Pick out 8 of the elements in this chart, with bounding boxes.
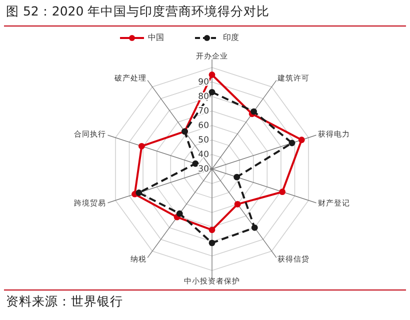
- legend-label: 中国: [148, 33, 164, 42]
- tick: 60: [198, 120, 209, 131]
- tick: 70: [198, 106, 209, 116]
- tick: 30: [198, 164, 209, 174]
- annotation: 资料来源：世界银行: [6, 293, 123, 308]
- title: 图 52：2020 年中国与印度营商环境得分对比: [6, 3, 270, 18]
- legend-label: 印度: [223, 33, 239, 42]
- tick: 50: [198, 135, 209, 146]
